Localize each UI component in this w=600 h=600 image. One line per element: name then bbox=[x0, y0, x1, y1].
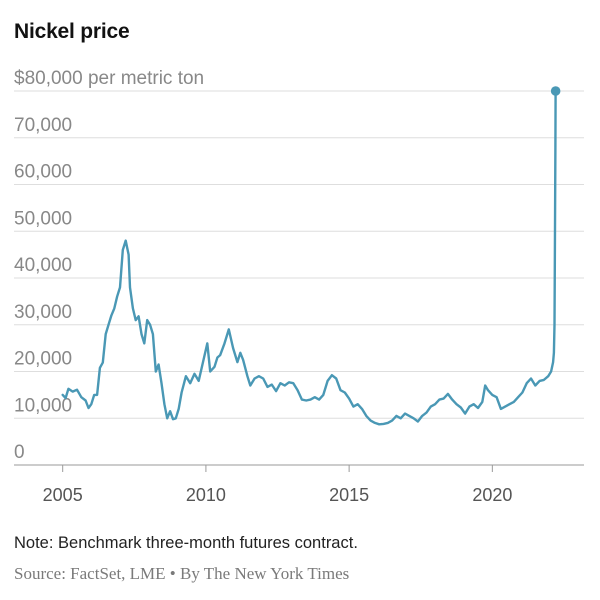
x-tick-label: 2015 bbox=[329, 485, 369, 505]
y-tick-label: 30,000 bbox=[14, 302, 72, 323]
series-line bbox=[61, 89, 557, 426]
y-tick-label: 0 bbox=[14, 442, 25, 463]
y-tick-label: 60,000 bbox=[14, 162, 72, 183]
x-tick-label: 2020 bbox=[472, 485, 512, 505]
y-tick-label: 20,000 bbox=[14, 349, 72, 370]
y-tick-label: 50,000 bbox=[14, 208, 72, 229]
y-tick-label: $80,000 per metric ton bbox=[14, 68, 204, 89]
y-tick-label: 10,000 bbox=[14, 395, 72, 416]
x-axis: 2005 2010 2015 2020 bbox=[43, 465, 512, 505]
y-tick-label: 40,000 bbox=[14, 255, 72, 276]
chart-title: Nickel price bbox=[14, 20, 130, 43]
x-tick-label: 2010 bbox=[186, 485, 226, 505]
gridlines bbox=[14, 90, 584, 466]
series-layer bbox=[61, 86, 561, 426]
x-tick-label: 2005 bbox=[43, 485, 83, 505]
y-tick-label: 70,000 bbox=[14, 115, 72, 136]
chart-source: Source: FactSet, LME • By The New York T… bbox=[14, 564, 350, 583]
y-axis-labels: $80,000 per metric ton 70,000 60,000 50,000… bbox=[14, 68, 204, 463]
chart-note: Note: Benchmark three-month futures cont… bbox=[14, 534, 358, 552]
latest-value-marker bbox=[550, 86, 561, 96]
